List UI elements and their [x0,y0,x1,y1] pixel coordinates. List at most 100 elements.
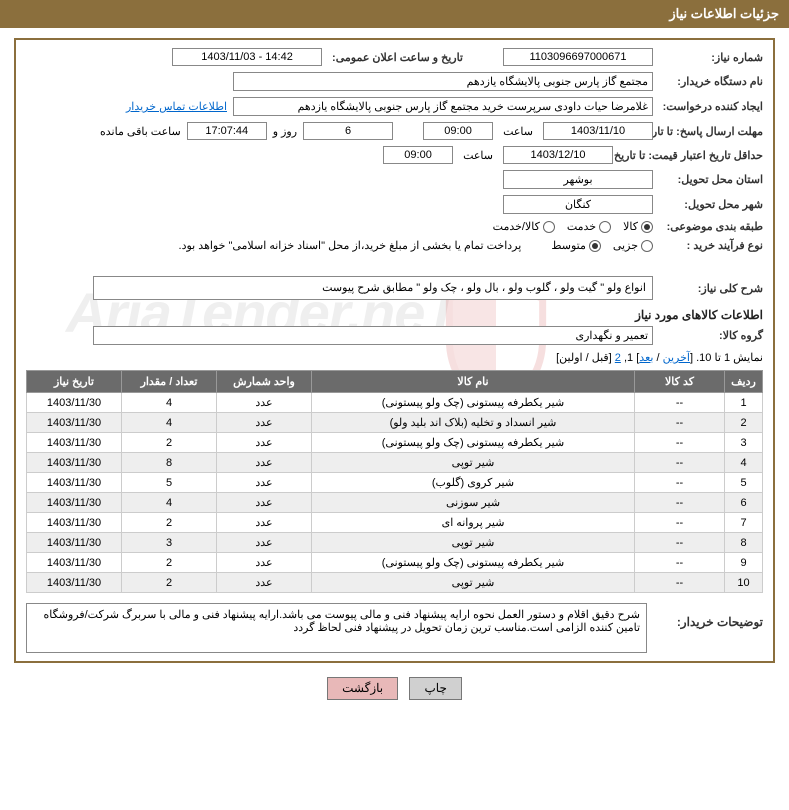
table-cell: 4 [725,453,763,473]
table-cell: عدد [217,533,312,553]
creator-label: ایجاد کننده درخواست: [653,100,763,113]
general-desc-text: انواع ولو " گیت ولو ، گلوب ولو ، بال ولو… [322,282,646,294]
radio-goods[interactable]: کالا [623,220,653,233]
pagination-next-link[interactable]: بعد [639,352,653,364]
table-row: 3--شیر یکطرفه پیستونی (چک ولو پیستونی)عد… [27,433,763,453]
province-value: بوشهر [503,170,653,189]
table-cell: شیر توپی [312,533,635,553]
th-name: نام کالا [312,371,635,393]
general-desc-label: شرح کلی نیاز: [653,282,763,295]
countdown-suffix: ساعت باقی مانده [100,125,181,138]
radio-icon [543,221,555,233]
table-cell: 1403/11/30 [27,393,122,413]
table-cell: شیر انسداد و تخلیه (بلاک اند بلید ولو) [312,413,635,433]
th-row: ردیف [725,371,763,393]
button-row: چاپ بازگشت [0,677,789,700]
deadline-time-label: ساعت [503,125,533,138]
city-label: شهر محل تحویل: [653,198,763,211]
table-cell: -- [635,553,725,573]
pagination-prefix: نمایش 1 تا 10. [ [690,352,763,364]
page-title: جزئیات اطلاعات نیاز [669,6,779,21]
days-suffix: روز و [273,125,297,138]
table-cell: 4 [122,493,217,513]
province-label: استان محل تحویل: [653,173,763,186]
buyer-notes-text: شرح دقیق اقلام و دستور العمل نحوه ارایه … [44,609,640,634]
table-cell: شیر سوزنی [312,493,635,513]
pagination-last-link[interactable]: آخرین [663,352,690,364]
need-number-label: شماره نیاز: [653,51,763,64]
validity-date: 1403/12/10 [503,146,613,164]
table-cell: -- [635,453,725,473]
validity-time-label: ساعت [463,149,493,162]
table-cell: 4 [122,413,217,433]
table-cell: 1403/11/30 [27,473,122,493]
radio-goods-label: کالا [623,220,638,233]
table-cell: عدد [217,393,312,413]
back-button[interactable]: بازگشت [327,677,398,700]
deadline-date: 1403/11/10 [543,122,653,140]
table-cell: 1403/11/30 [27,533,122,553]
radio-partial[interactable]: جزیی [613,239,653,252]
table-cell: -- [635,393,725,413]
contact-buyer-link[interactable]: اطلاعات تماس خریدار [126,100,227,113]
table-cell: 2 [122,513,217,533]
pagination: نمایش 1 تا 10. [آخرین / بعد] 1, 2 [قبل /… [26,351,763,364]
table-cell: -- [635,493,725,513]
deadline-label: مهلت ارسال پاسخ: تا تاریخ: [653,125,763,138]
city-value: کنگان [503,195,653,214]
radio-service[interactable]: خدمت [567,220,611,233]
radio-partial-label: جزیی [613,239,638,252]
table-cell: 2 [122,573,217,593]
radio-goods-service-label: کالا/خدمت [493,220,540,233]
table-row: 5--شیر کروی (گلوب)عدد51403/11/30 [27,473,763,493]
table-cell: 1 [725,393,763,413]
table-cell: 1403/11/30 [27,453,122,473]
countdown-timer: 17:07:44 [187,122,267,140]
radio-goods-service[interactable]: کالا/خدمت [493,220,555,233]
table-cell: شیر یکطرفه پیستونی (چک ولو پیستونی) [312,433,635,453]
table-cell: عدد [217,433,312,453]
radio-icon [599,221,611,233]
deadline-time: 09:00 [423,122,493,140]
table-cell: -- [635,513,725,533]
table-cell: 5 [725,473,763,493]
table-cell: 4 [122,393,217,413]
radio-service-label: خدمت [567,220,596,233]
validity-label: حداقل تاریخ اعتبار قیمت: تا تاریخ: [613,149,763,162]
table-row: 4--شیر توپیعدد81403/11/30 [27,453,763,473]
radio-icon [641,240,653,252]
table-cell: شیر توپی [312,573,635,593]
table-cell: -- [635,433,725,453]
table-cell: 1403/11/30 [27,413,122,433]
table-cell: شیر پروانه ای [312,513,635,533]
table-cell: 7 [725,513,763,533]
days-remaining: 6 [303,122,393,140]
table-row: 8--شیر توپیعدد31403/11/30 [27,533,763,553]
purchase-radio-group: جزیی متوسط [551,239,653,252]
buyer-org-label: نام دستگاه خریدار: [653,75,763,88]
buyer-notes-label: توضیحات خریدار: [653,603,763,629]
table-cell: 3 [122,533,217,553]
table-cell: عدد [217,413,312,433]
goods-group-label: گروه کالا: [653,329,763,342]
pagination-mid: ] 1, [621,352,639,364]
table-cell: عدد [217,473,312,493]
table-cell: 1403/11/30 [27,513,122,533]
table-row: 1--شیر یکطرفه پیستونی (چک ولو پیستونی)عد… [27,393,763,413]
table-cell: 3 [725,433,763,453]
validity-time: 09:00 [383,146,453,164]
radio-medium[interactable]: متوسط [551,239,601,252]
announce-value: 14:42 - 1403/11/03 [172,48,322,66]
main-frame: AriaTender.neT شماره نیاز: 1103096697000… [14,38,775,663]
table-cell: عدد [217,553,312,573]
pagination-sep: / [653,352,662,364]
table-row: 7--شیر پروانه ایعدد21403/11/30 [27,513,763,533]
print-button[interactable]: چاپ [409,677,461,700]
table-cell: عدد [217,493,312,513]
buyer-org-value: مجتمع گاز پارس جنوبی پالایشگاه یازدهم [233,72,653,91]
table-cell: 1403/11/30 [27,573,122,593]
payment-note: پرداخت تمام یا بخشی از مبلغ خرید،از محل … [179,239,522,252]
table-cell: -- [635,533,725,553]
table-cell: 9 [725,553,763,573]
table-cell: 2 [122,433,217,453]
